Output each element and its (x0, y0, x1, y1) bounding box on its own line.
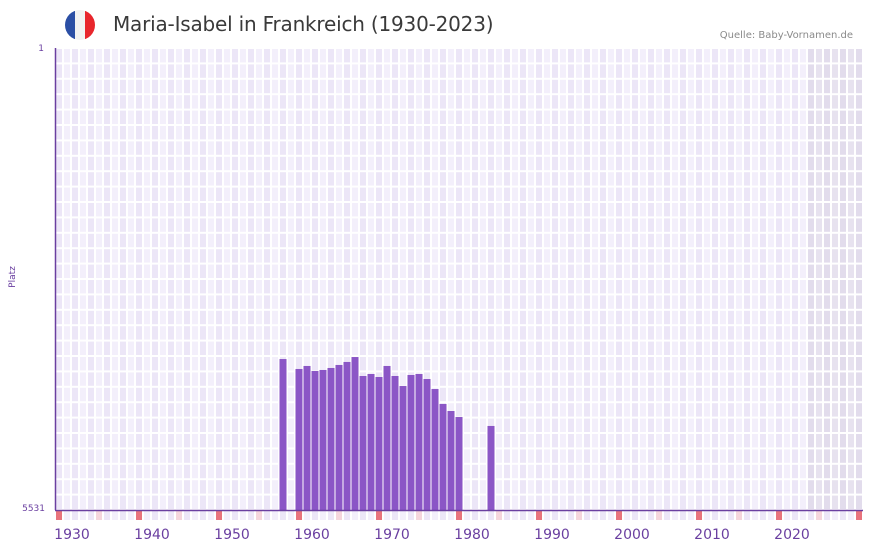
bar-series (279, 357, 495, 510)
flag-red-stripe (85, 10, 95, 40)
bar-1972[interactable] (407, 374, 415, 510)
bar-1976[interactable] (439, 403, 447, 510)
bar-1967[interactable] (367, 373, 375, 510)
bar-1960[interactable] (311, 370, 319, 510)
x-tick-label-2000: 2000 (614, 527, 650, 543)
bar-1962[interactable] (327, 367, 335, 510)
bar-1970[interactable] (391, 375, 399, 510)
x-tick-label-1970: 1970 (374, 527, 410, 543)
bar-1977[interactable] (447, 411, 455, 510)
x-tick-label-1930: 1930 (54, 527, 90, 543)
bar-1963[interactable] (335, 364, 343, 510)
bar-1959[interactable] (303, 365, 311, 510)
chart-title: Maria-Isabel in Frankreich (1930-2023) (113, 12, 494, 36)
x-tick-label-2010: 2010 (694, 527, 730, 543)
bar-1978[interactable] (455, 417, 463, 510)
bar-1982[interactable] (487, 425, 495, 510)
bar-1975[interactable] (431, 389, 439, 510)
x-axis-year-markers (56, 511, 862, 520)
x-tick-label-1950: 1950 (214, 527, 250, 543)
x-tick-label-1940: 1940 (134, 527, 170, 543)
x-tick-label-2020: 2020 (774, 527, 810, 543)
bar-1961[interactable] (319, 369, 327, 510)
x-tick-label-1980: 1980 (454, 527, 490, 543)
x-tick-label-1990: 1990 (534, 527, 570, 543)
bar-1973[interactable] (415, 373, 423, 510)
france-flag-icon (65, 10, 95, 40)
x-tick-label-1960: 1960 (294, 527, 330, 543)
bar-1964[interactable] (343, 361, 351, 510)
bar-1965[interactable] (351, 357, 359, 510)
bar-1956[interactable] (279, 359, 287, 510)
bar-1969[interactable] (383, 365, 391, 510)
flag-blue-stripe (65, 10, 75, 40)
y-axis-top-label: 1 (38, 44, 44, 54)
flag-white-stripe (75, 10, 85, 40)
y-axis-bottom-label: 5531 (22, 504, 45, 514)
bar-1968[interactable] (375, 376, 383, 510)
bar-1971[interactable] (399, 386, 407, 510)
source-credit: Quelle: Baby-Vornamen.de (719, 30, 853, 41)
bar-1974[interactable] (423, 379, 431, 510)
bar-1958[interactable] (295, 368, 303, 510)
bar-1966[interactable] (359, 375, 367, 510)
